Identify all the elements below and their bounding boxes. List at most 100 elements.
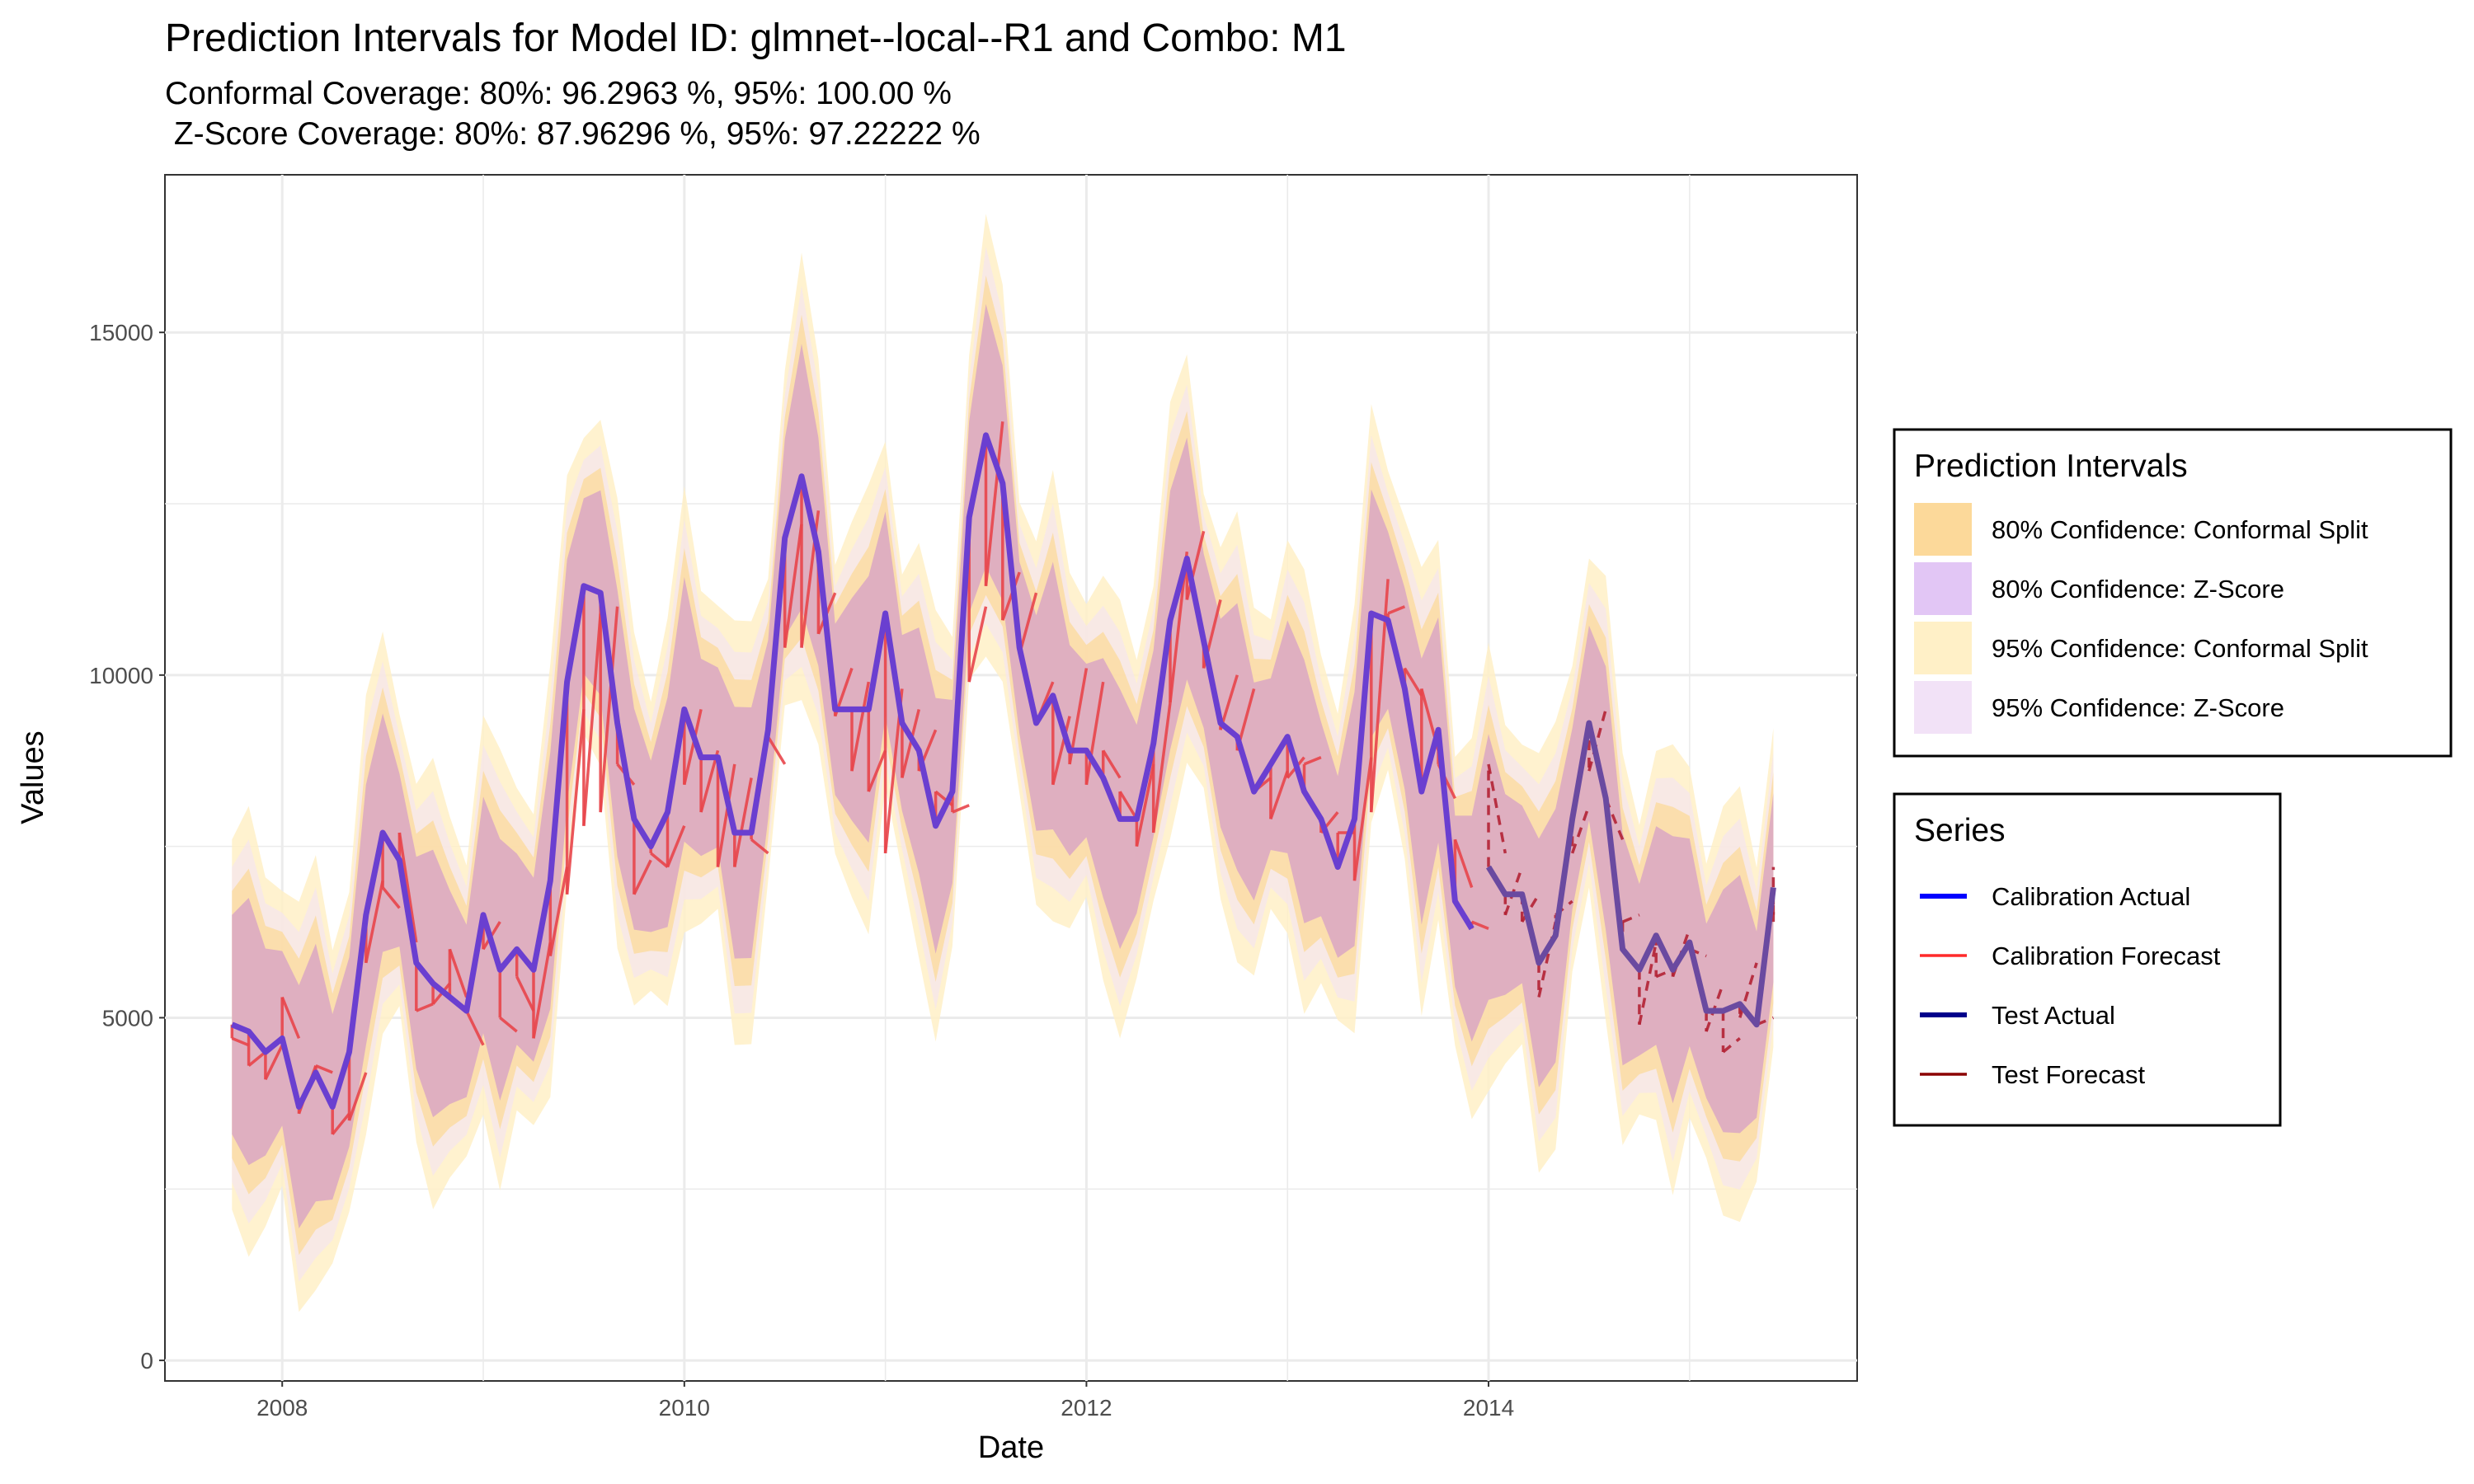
band-zscore-80: [232, 303, 1774, 1228]
calibration-forecast-segment: [901, 708, 920, 778]
legend-label-test-forecast: Test Forecast: [1992, 1060, 2145, 1089]
calibration-forecast-segment: [1084, 681, 1105, 786]
calibration-actual-line: [230, 432, 1475, 1110]
test-forecast-segment: [1705, 983, 1725, 1032]
calibration-forecast-segment: [750, 838, 769, 855]
calibration-forecast-segment: [850, 681, 871, 772]
x-tick-label: 2008: [256, 1395, 308, 1421]
calibration-forecast-segment: [716, 763, 736, 867]
calibration-forecast-segment: [347, 1072, 368, 1121]
legend-label-conformal-80: 80% Confidence: Conformal Split: [1992, 515, 2368, 544]
calibration-forecast-segment: [633, 859, 652, 895]
legend-series-title: Series: [1914, 813, 2006, 848]
band-conformal-80: [232, 275, 1774, 1256]
actual-lines: [230, 432, 1776, 1110]
band-zscore-95: [232, 247, 1774, 1282]
legend-label-calibration-forecast: Calibration Forecast: [1992, 942, 2221, 970]
calibration-forecast-segment: [1219, 674, 1239, 730]
x-tick-label: 2010: [659, 1395, 710, 1421]
legend-label-zscore-80: 80% Confidence: Z-Score: [1992, 575, 2284, 603]
x-tick-label: 2014: [1463, 1395, 1514, 1421]
calibration-forecast-segment: [565, 709, 586, 895]
calibration-forecast-segment: [499, 1017, 518, 1033]
calibration-forecast-segment: [766, 735, 787, 765]
calibration-forecast-segment: [733, 777, 753, 867]
calibration-forecast-segment: [699, 749, 720, 813]
calibration-forecast-segment: [315, 1064, 333, 1074]
test-forecast-segment: [1537, 921, 1558, 998]
test-forecast-segment: [1638, 942, 1658, 1026]
legend-swatch-conformal-80: [1914, 503, 1972, 556]
y-tick-label: 15000: [89, 320, 153, 345]
calibration-forecast-segment: [967, 606, 988, 683]
test-forecast-segment: [1621, 913, 1640, 923]
x-tick-label: 2012: [1061, 1395, 1112, 1421]
calibration-forecast-segment: [416, 1003, 434, 1012]
calibration-forecast-segment: [397, 832, 418, 943]
calibration-forecast-segment: [1185, 530, 1206, 600]
y-tick-label: 10000: [89, 663, 153, 688]
interval-bands: [232, 214, 1774, 1313]
calibration-forecast-segment: [1018, 592, 1038, 655]
calibration-forecast-segment: [582, 613, 602, 826]
legend-swatch-zscore-80: [1914, 562, 1972, 615]
calibration-forecast-segment: [1001, 571, 1021, 621]
calibration-forecast-segment: [1135, 763, 1155, 847]
y-tick-label: 0: [140, 1348, 153, 1374]
test-actual-line: [1486, 720, 1776, 1028]
test-forecast-segment: [1503, 866, 1524, 916]
calibration-forecast-segment: [264, 1044, 284, 1081]
axes: 0 5000 10000 15000 2008 2010 2012 2014: [89, 320, 1514, 1421]
test-forecast-segment: [1487, 763, 1507, 854]
calibration-forecast-segment: [365, 880, 384, 964]
chart-subtitle-zscore: Z-Score Coverage: 80%: 87.96296 %, 95%: …: [165, 116, 981, 152]
test-forecast-segment: [1655, 968, 1674, 979]
legend-label-conformal-95: 95% Confidence: Conformal Split: [1992, 634, 2368, 663]
test-forecast-segment: [1570, 805, 1591, 854]
x-axis-title: Date: [978, 1430, 1044, 1465]
y-tick-label: 5000: [102, 1005, 153, 1031]
calibration-forecast-segment: [1403, 667, 1423, 697]
legend-intervals-box: [1893, 428, 2453, 758]
calibration-forecast-segment: [1303, 755, 1322, 766]
calibration-forecast-segment: [247, 1050, 267, 1067]
plot-area: 0 5000 10000 15000 2008 2010 2012 2014: [89, 174, 1858, 1421]
calibration-forecast-segment: [867, 749, 887, 792]
calibration-forecast-segment: [650, 852, 669, 868]
calibration-forecast-segment: [783, 524, 803, 648]
legend-swatch-zscore-95: [1914, 681, 1972, 734]
calibration-forecast-segment: [548, 866, 569, 956]
calibration-forecast-segment: [1118, 791, 1138, 820]
calibration-forecast-segment: [952, 804, 970, 814]
calibration-forecast-segment: [1151, 702, 1172, 834]
legend-prediction-intervals: Prediction Intervals 80% Confidence: Con…: [1893, 428, 2453, 758]
legend-series-box: [1893, 792, 2282, 1127]
calibration-forecast-segment: [448, 948, 468, 998]
calibration-forecast-segment: [465, 1010, 485, 1046]
chart-title: Prediction Intervals for Model ID: glmne…: [165, 16, 1347, 60]
calibration-forecast-segment: [1387, 605, 1406, 615]
calibration-forecast-segment: [984, 421, 1004, 586]
calibration-forecast-segment: [1352, 757, 1373, 881]
calibration-forecast-segment: [1453, 838, 1474, 889]
calibration-forecast-segment: [683, 709, 703, 786]
legend-series: Series Calibration Actual Calibration Fo…: [1893, 792, 2282, 1127]
y-axis-title: Values: [16, 730, 50, 824]
legend-intervals-title: Prediction Intervals: [1914, 448, 2188, 484]
calibration-forecast-segment: [1471, 920, 1489, 931]
test-forecast-segment: [1722, 1037, 1741, 1054]
calibration-forecast-segment: [532, 942, 553, 1039]
legend-swatch-conformal-95: [1914, 622, 1972, 674]
legend-label-test-actual: Test Actual: [1992, 1001, 2115, 1030]
calibration-forecast-segment: [1051, 716, 1071, 786]
band-conformal-95: [232, 214, 1774, 1313]
test-forecast-segment: [1587, 708, 1607, 772]
legend-label-calibration-actual: Calibration Actual: [1992, 882, 2190, 911]
chart-subtitle-conformal: Conformal Coverage: 80%: 96.2963 %, 95%:…: [165, 76, 952, 111]
calibration-forecast-segment: [515, 975, 535, 1012]
calibration-forecast-segment: [280, 996, 301, 1040]
legend-label-zscore-95: 95% Confidence: Z-Score: [1992, 693, 2284, 722]
calibration-forecast-segment: [331, 1112, 350, 1135]
calibration-forecast-segment: [599, 606, 619, 813]
